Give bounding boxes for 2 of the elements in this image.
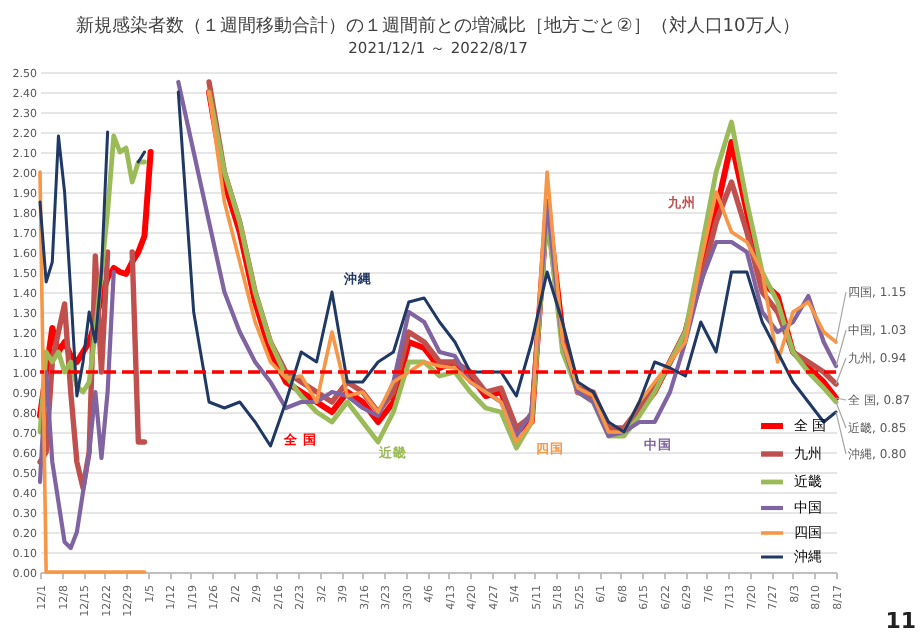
- text: 11: [885, 608, 916, 634]
- chart-title: 新規感染者数（１週間移動合計）の１週間前との増減比［地方ごと②］（対人口10万人）: [76, 15, 800, 37]
